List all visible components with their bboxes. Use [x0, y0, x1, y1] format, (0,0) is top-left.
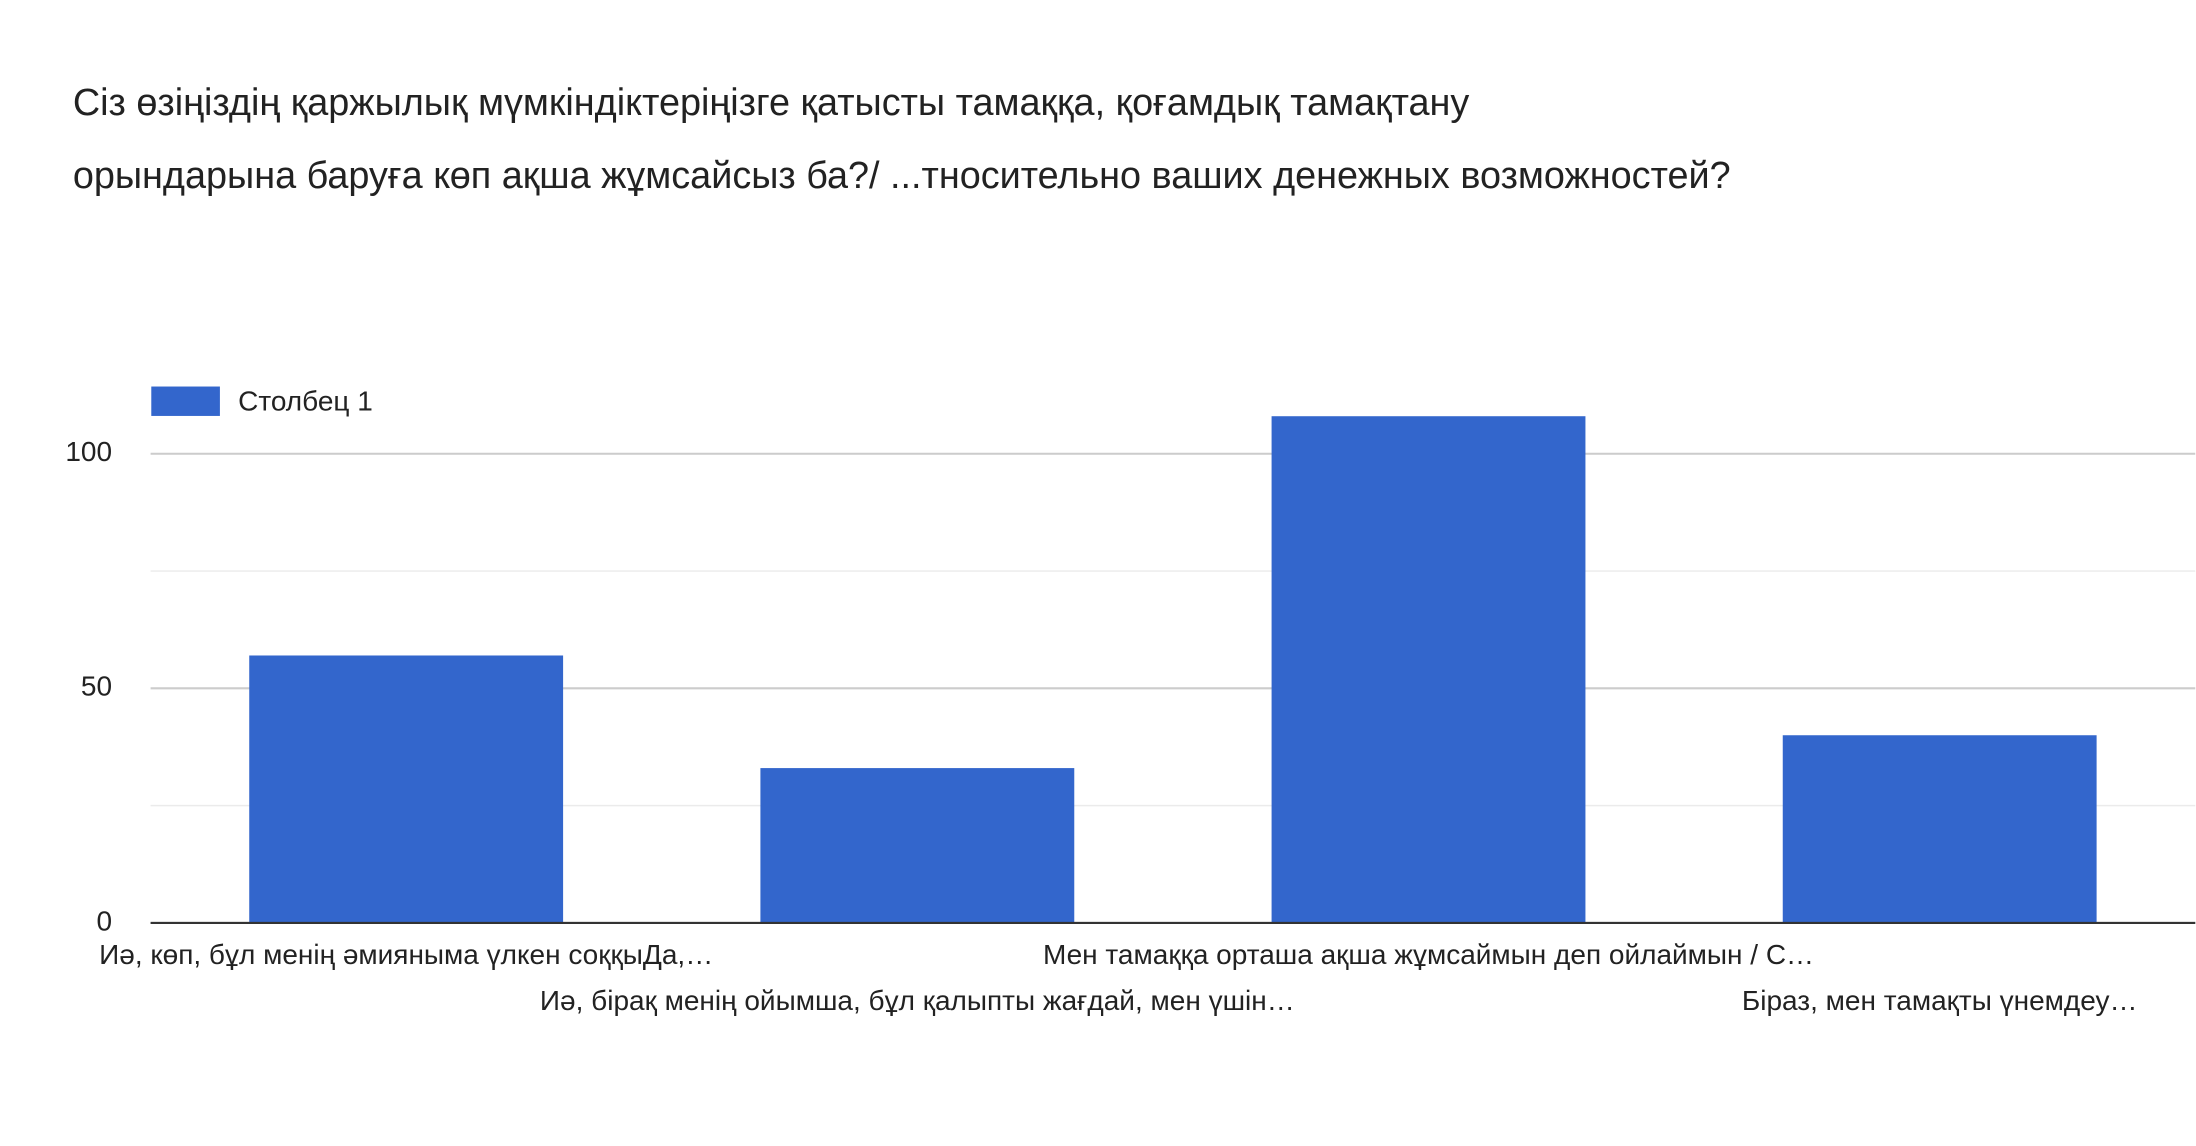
bar [760, 768, 1075, 923]
x-tick-label: Иә, бірақ менің ойымша, бұл қалыпты жағд… [540, 985, 1295, 1016]
bar [1271, 416, 1586, 923]
x-tick-label: Мен тамаққа орташа ақша жұмсаймын деп ой… [1043, 939, 1814, 970]
x-tick-label: Иә, көп, бұл менің әмияныма үлкен соққыД… [99, 939, 713, 970]
legend-label: Столбец 1 [238, 386, 373, 417]
bar [1782, 735, 2097, 923]
bar [249, 655, 564, 923]
x-tick-label: Біраз, мен тамақты үнемдеу… [1742, 985, 2138, 1016]
y-tick-label: 0 [96, 905, 112, 936]
chart-title: орындарына баруға көп ақша жұмсайсыз ба?… [73, 155, 1731, 197]
y-tick-label: 50 [81, 671, 112, 702]
legend-swatch [151, 386, 220, 416]
y-tick-label: 100 [65, 436, 112, 467]
chart-title: Сіз өзіңіздің қаржылық мүмкіндіктеріңізг… [73, 82, 1470, 124]
